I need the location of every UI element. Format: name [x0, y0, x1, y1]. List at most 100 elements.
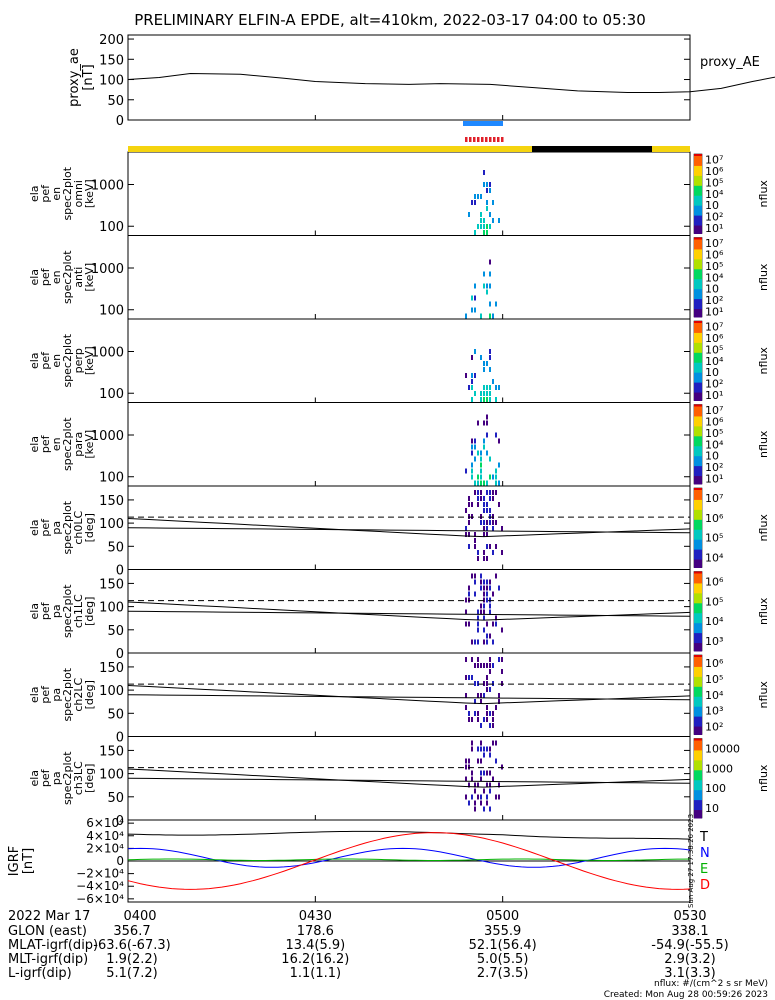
spectrogram-pixel	[471, 463, 473, 468]
igrf-ylabel: IGRF	[7, 846, 22, 876]
x-tick-label: 0500	[486, 909, 519, 924]
spectrogram-pixel	[501, 628, 503, 633]
plot-title: PRELIMINARY ELFIN-A EPDE, alt=410km, 202…	[134, 11, 646, 29]
spectrogram-pixel	[468, 520, 470, 525]
spectrogram-pixel	[489, 349, 491, 354]
spectrogram-pixel	[498, 481, 500, 486]
spectrogram-pixel	[483, 771, 485, 776]
data-layer	[128, 47, 775, 889]
spectrogram-pixel	[489, 284, 491, 289]
spectrogram-pixel	[477, 451, 479, 456]
panel-ytick-label: 100	[99, 471, 124, 486]
spectrogram-pixel	[486, 598, 488, 603]
spectrogram-pixel	[492, 314, 494, 319]
spectrogram-pixel	[465, 469, 467, 474]
spectrogram-pixel	[471, 200, 473, 205]
spectrogram-pixel	[486, 717, 488, 722]
spectrogram-pixel	[492, 681, 494, 686]
spectrogram-pixel	[474, 640, 476, 645]
spectrogram-pixel	[471, 355, 473, 360]
spectrogram-pixel	[468, 592, 470, 597]
spectrogram-pixel	[468, 514, 470, 519]
colorbar-label: nflux	[757, 430, 770, 458]
x-row-value: 1.9(2.2)	[106, 952, 158, 967]
spectrogram-pixel	[471, 514, 473, 519]
spectrogram-pixel	[465, 598, 467, 603]
spectrogram-pixel	[495, 622, 497, 627]
spectrogram-pixel	[477, 224, 479, 229]
spectrogram-pixel	[471, 439, 473, 444]
spectrogram-pixel	[483, 598, 485, 603]
spectrogram-pixel	[480, 795, 482, 800]
panel-ytick-label: 150	[99, 744, 124, 759]
spectrogram-panel-frame	[128, 570, 690, 654]
spectrogram-pixel	[468, 586, 470, 591]
spectrogram-pixel	[477, 610, 479, 615]
panel-ytick-label: 100	[99, 684, 124, 699]
spectrogram-pixel	[483, 556, 485, 561]
spectrogram-pixel	[477, 496, 479, 501]
panel-ytick-label: 100	[99, 768, 124, 783]
spectrogram-pixel	[474, 807, 476, 812]
spectrogram-pixel	[486, 502, 488, 507]
spectrogram-panel-frame	[128, 653, 690, 737]
spectrogram-pixel	[480, 520, 482, 525]
spectrogram-pixel	[486, 687, 488, 692]
loss-cone-line	[128, 519, 690, 537]
spectrogram-pixel	[474, 373, 476, 378]
spectrogram-pixel	[486, 451, 488, 456]
spectrogram-pixel	[501, 669, 503, 674]
spectrogram-pixel	[477, 663, 479, 668]
axes-layer	[128, 35, 702, 902]
colorbar-tick-label: 10	[705, 802, 719, 815]
anti-loss-cone-line	[128, 695, 690, 700]
colorbar-tick-label: 10⁴	[705, 689, 724, 702]
igrf-legend-E: E	[700, 862, 708, 877]
spectrogram-pixel	[495, 759, 497, 764]
spectrogram-pixel	[489, 669, 491, 674]
spectrogram-pixel	[483, 717, 485, 722]
x-row-value: 5.1(7.2)	[106, 966, 158, 981]
spectrogram-pixel	[468, 759, 470, 764]
spectrogram-pixel	[471, 397, 473, 402]
x-tick-label: 0430	[299, 909, 332, 924]
spectrogram-pixel	[495, 520, 497, 525]
spectrogram-pixel	[489, 260, 491, 265]
spectrogram-pixel	[480, 355, 482, 360]
spectrogram-pixel	[492, 520, 494, 525]
spectrogram-pixel	[480, 741, 482, 746]
spectrogram-pixel	[474, 580, 476, 585]
spectrogram-pixel	[492, 723, 494, 728]
spectrogram-pixel	[495, 574, 497, 579]
spectrogram-pixel	[483, 747, 485, 752]
footer-units: nflux: #/(cm^2 s sr MeV)	[654, 979, 768, 989]
spectrogram-pixel	[498, 657, 500, 662]
colorbar-label: nflux	[757, 681, 770, 709]
spectrogram-pixel	[486, 421, 488, 426]
spectrogram-pixel	[471, 747, 473, 752]
spectrogram-pixel	[483, 640, 485, 645]
spectrogram-pixel	[483, 445, 485, 450]
spectrogram-panel-frame	[128, 319, 690, 403]
spectrogram-pixel	[474, 284, 476, 289]
x-row-value: 338.1	[671, 924, 708, 939]
proxy-ae-frame	[128, 35, 690, 120]
igrf-series-line-N	[128, 848, 690, 867]
x-row-label: L-igrf(dip)	[8, 966, 72, 981]
x-tick-label: 0400	[123, 909, 156, 924]
proxy-ae-legend: proxy_AE	[700, 55, 760, 70]
spectrogram-pixel	[492, 592, 494, 597]
spectrogram-pixel	[486, 188, 488, 193]
spectrogram-pixel	[492, 777, 494, 782]
spectrogram-pixel	[465, 675, 467, 680]
spectrogram-pixel	[483, 391, 485, 396]
spectrogram-pixel	[474, 663, 476, 668]
colorbar-segment	[694, 733, 702, 735]
anti-loss-cone-line	[128, 611, 690, 616]
spectrogram-pixel	[480, 194, 482, 199]
label-layer: 050100150200proxy_AEproxy_ae [nT]1001000e…	[7, 33, 770, 1000]
spectrogram-pixel	[477, 550, 479, 555]
colorbar-tick-label: 100	[705, 782, 726, 795]
spectrogram-pixel	[474, 490, 476, 495]
spectrogram-pixel	[465, 314, 467, 319]
